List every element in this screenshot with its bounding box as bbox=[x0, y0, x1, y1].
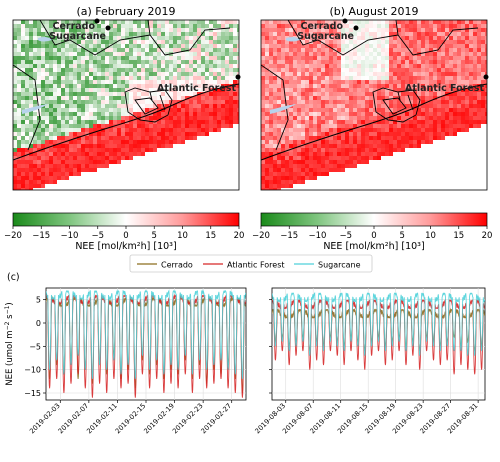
panel-c-label: (c) bbox=[7, 272, 20, 283]
y-tick-label: 5 bbox=[36, 296, 41, 305]
legend: Cerrado Atlantic Forest Sugarcane bbox=[129, 254, 373, 273]
y-tick-label: −5 bbox=[29, 342, 41, 351]
colorbar-tick-label: 0 bbox=[123, 231, 128, 241]
map-a-title: (a) February 2019 bbox=[76, 5, 175, 18]
colorbar-tick-label: 15 bbox=[453, 231, 464, 241]
y-tick-label: −10 bbox=[24, 366, 41, 375]
colorbar-tick-label: −5 bbox=[91, 231, 104, 241]
map-b-label-atlantic-forest: Atlantic Forest bbox=[405, 83, 484, 94]
lake bbox=[286, 36, 300, 42]
state-borders bbox=[13, 20, 231, 151]
colorbar-tick-label: 5 bbox=[152, 231, 157, 241]
municipality-outlines bbox=[372, 87, 421, 123]
coastline bbox=[261, 83, 487, 161]
site-marker-cerrado bbox=[94, 18, 100, 24]
map-b-frame bbox=[260, 19, 488, 191]
map-a-label-cerrado: Cerrado bbox=[52, 21, 95, 32]
coastline bbox=[13, 83, 239, 161]
map-b-label-cerrado: Cerrado bbox=[300, 21, 343, 32]
map-a-frame bbox=[12, 19, 240, 191]
timeseries-february: 50−5−10−15 2019-02-032019-02-072019-02-1… bbox=[4, 287, 247, 436]
map-b bbox=[261, 20, 487, 190]
map-b-label-sugarcane: Sugarcane bbox=[297, 31, 354, 42]
colorbar-tick-label: 15 bbox=[205, 231, 216, 241]
lake bbox=[38, 36, 52, 42]
colorbar-tick-label: 20 bbox=[234, 231, 245, 241]
colorbar-a: −20 −15 −10 −5 0 5 10 15 20 NEE [mol/km²h] [10³] bbox=[4, 212, 245, 252]
site-marker-atlantic-forest bbox=[483, 74, 489, 80]
colorbar-b: −20 −15 −10 −5 0 5 10 15 20 NEE [mol/km²h] [10³] bbox=[252, 212, 493, 252]
map-a bbox=[13, 20, 239, 190]
colorbar-tick-label: −20 bbox=[252, 231, 270, 241]
series-line-sugarcane bbox=[272, 292, 485, 356]
y-tick-label: 0 bbox=[36, 319, 41, 328]
legend-label-sugarcane: Sugarcane bbox=[318, 261, 361, 270]
legend-label-cerrado: Cerrado bbox=[161, 261, 193, 270]
municipality-outlines bbox=[124, 87, 173, 123]
map-b-title: (b) August 2019 bbox=[329, 5, 418, 18]
legend-label-atlantic-forest: Atlantic Forest bbox=[227, 261, 285, 270]
map-a-label-atlantic-forest: Atlantic Forest bbox=[157, 83, 236, 94]
site-marker-atlantic-forest bbox=[235, 74, 241, 80]
site-marker-cerrado bbox=[342, 18, 348, 24]
colorbar-tick-label: −5 bbox=[339, 231, 352, 241]
colorbar-tick-label: 10 bbox=[177, 231, 188, 241]
lake bbox=[270, 104, 296, 114]
y-axis-label: NEE (umol m−2 s−1) bbox=[4, 302, 16, 386]
timeseries-august: 2019-08-032019-08-072019-08-112019-08-15… bbox=[254, 287, 486, 435]
map-a-cells bbox=[13, 20, 239, 190]
lake bbox=[22, 104, 48, 114]
site-marker-sugarcane bbox=[105, 25, 111, 31]
colorbar-tick-label: 5 bbox=[400, 231, 405, 241]
colorbar-tick-label: 10 bbox=[425, 231, 436, 241]
colorbar-tick-label: 0 bbox=[371, 231, 376, 241]
state-borders bbox=[261, 20, 479, 151]
series-line-sugarcane bbox=[46, 289, 246, 380]
colorbar-a-label: NEE [mol/km²h] [10³] bbox=[75, 241, 176, 252]
colorbar-tick-label: −20 bbox=[4, 231, 22, 241]
colorbar-tick-label: −10 bbox=[309, 231, 327, 241]
map-a-label-sugarcane: Sugarcane bbox=[49, 31, 106, 42]
colorbar-b-label: NEE [mol/km²h] [10³] bbox=[323, 241, 424, 252]
colorbar-tick-label: −15 bbox=[280, 231, 298, 241]
x-tick-label: 2019-02-27 bbox=[200, 402, 234, 436]
colorbar-tick-label: −15 bbox=[32, 231, 50, 241]
site-marker-sugarcane bbox=[353, 25, 359, 31]
colorbar-tick-label: −10 bbox=[61, 231, 79, 241]
map-b-cells bbox=[261, 20, 487, 190]
y-tick-label: −15 bbox=[24, 389, 41, 398]
colorbar-tick-label: 20 bbox=[482, 231, 493, 241]
